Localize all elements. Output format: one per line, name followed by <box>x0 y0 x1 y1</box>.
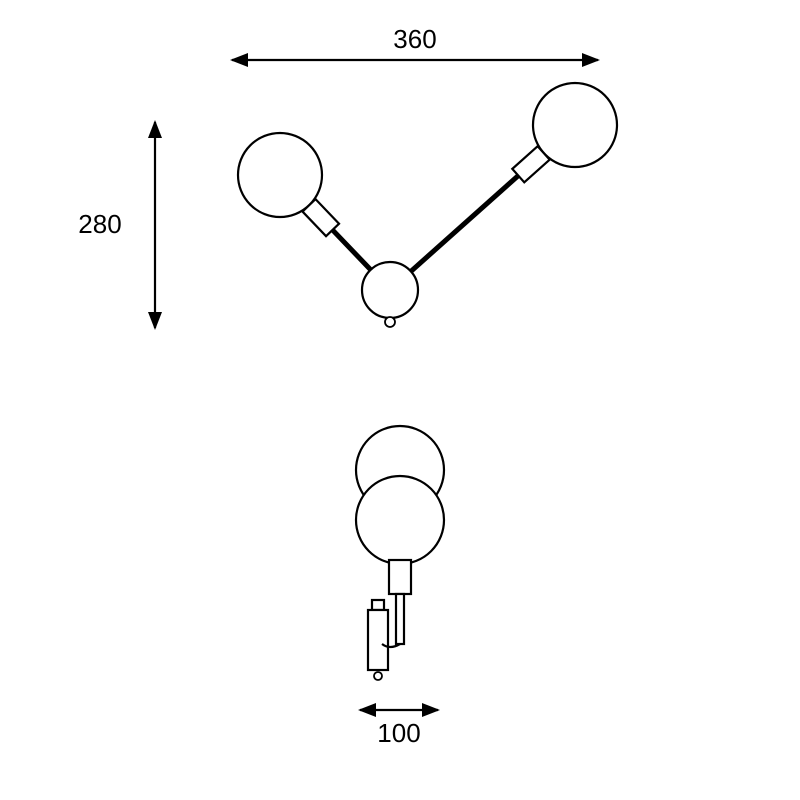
top-hub <box>362 262 418 318</box>
top-hub-screw <box>385 317 395 327</box>
side-socket <box>389 560 411 594</box>
arrow-head <box>582 53 600 67</box>
side-bulb-front <box>356 476 444 564</box>
top-right-arm-stem <box>411 176 518 272</box>
arrow-head <box>230 53 248 67</box>
side-bracket-screw <box>374 672 382 680</box>
dim-depth-label: 100 <box>377 718 420 748</box>
technical-drawing: 360 280 100 <box>0 0 800 800</box>
side-stem <box>396 594 404 644</box>
dim-width-label: 360 <box>393 24 436 54</box>
top-left-arm-stem <box>333 230 371 270</box>
arrow-head <box>148 312 162 330</box>
arrow-head <box>148 120 162 138</box>
side-connector <box>382 644 400 647</box>
side-bracket <box>368 610 388 670</box>
arrow-head <box>422 703 440 717</box>
dim-height-label: 280 <box>78 209 121 239</box>
side-bracket-top <box>372 600 384 610</box>
arrow-head <box>358 703 376 717</box>
